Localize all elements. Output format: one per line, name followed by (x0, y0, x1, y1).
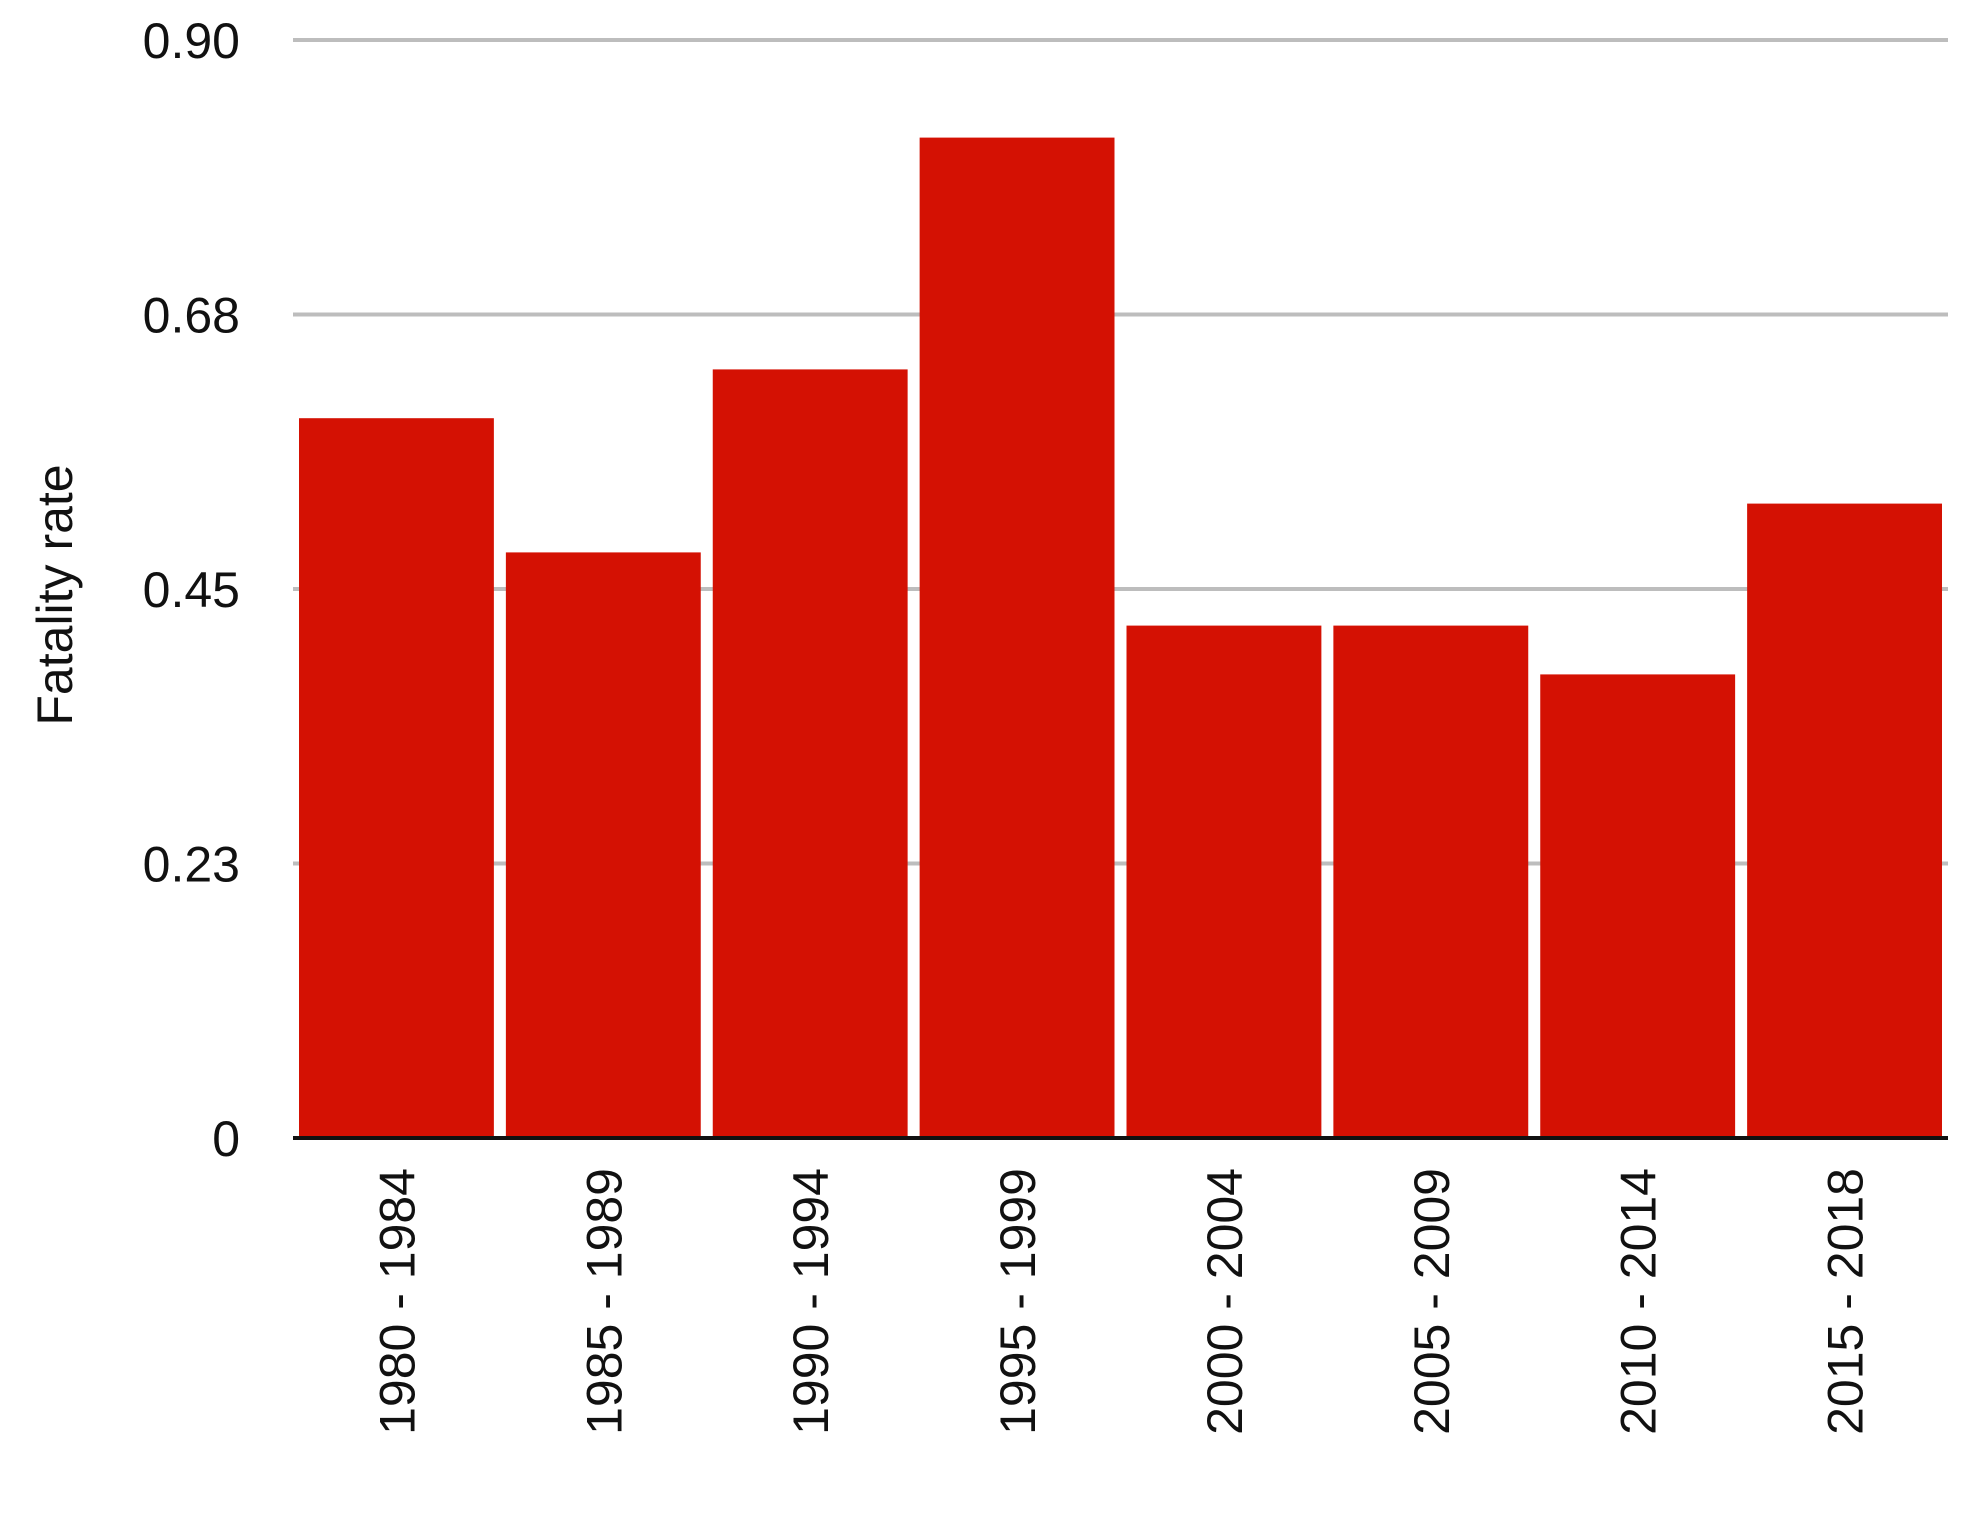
bar (505, 552, 701, 1138)
bar (1333, 625, 1529, 1138)
x-tick-label: 1985 - 1989 (576, 1168, 632, 1435)
x-tick-label: 1995 - 1999 (990, 1168, 1046, 1435)
bar (299, 418, 494, 1138)
x-axis-ticks: 1980 - 1984 1985 - 1989 1990 - 1994 1995 - … (369, 1168, 1873, 1435)
x-tick-label: 1990 - 1994 (783, 1168, 839, 1435)
y-axis-title: Fatality rate (27, 464, 83, 725)
x-tick-label: 1980 - 1984 (369, 1168, 425, 1435)
bar (919, 137, 1115, 1139)
x-tick-label: 2000 - 2004 (1197, 1168, 1253, 1435)
y-tick-label: 0.90 (143, 13, 240, 69)
y-axis-ticks: 0 0.23 0.45 0.68 0.90 (143, 13, 240, 1167)
bar (1540, 674, 1736, 1138)
x-tick-label: 2010 - 2014 (1611, 1168, 1667, 1435)
x-tick-label: 2005 - 2009 (1404, 1168, 1460, 1435)
y-tick-label: 0.68 (143, 288, 240, 344)
y-tick-label: 0.23 (143, 837, 240, 893)
bars (299, 137, 1942, 1139)
bar (1747, 503, 1942, 1139)
bar (1126, 625, 1322, 1138)
y-tick-label: 0.45 (143, 562, 240, 618)
y-tick-label: 0 (212, 1111, 240, 1167)
bar (712, 369, 908, 1138)
x-tick-label: 2015 - 2018 (1818, 1168, 1874, 1435)
